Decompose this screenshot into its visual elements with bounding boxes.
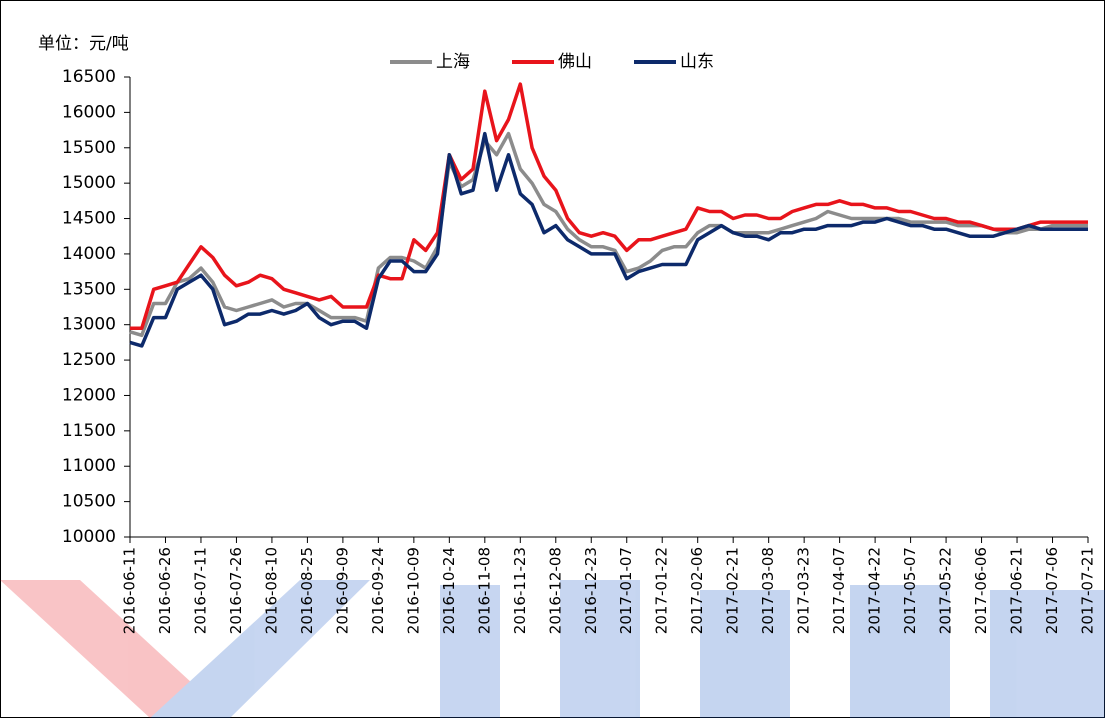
y-tick-label: 11500 — [62, 421, 116, 441]
x-tick-label: 2017-07-06 — [1043, 547, 1061, 634]
x-tick-label: 2017-03-08 — [759, 547, 777, 634]
x-tick-label: 2016-08-25 — [298, 547, 316, 634]
x-tick-label: 2017-06-06 — [972, 547, 990, 634]
x-tick-label: 2017-02-21 — [724, 547, 742, 634]
y-tick-label: 10000 — [62, 527, 116, 547]
x-tick-label: 2016-12-08 — [546, 547, 564, 634]
y-tick-label: 12000 — [62, 385, 116, 405]
x-tick-label: 2017-02-06 — [688, 547, 706, 634]
y-tick-label: 15000 — [62, 173, 116, 193]
y-tick-label: 14500 — [62, 209, 116, 229]
y-tick-label: 16000 — [62, 102, 116, 122]
y-tick-label: 10500 — [62, 492, 116, 512]
y-tick-label: 13500 — [62, 279, 116, 299]
watermark — [0, 580, 1105, 718]
x-tick-label: 2016-11-08 — [475, 547, 493, 634]
x-tick-label: 2017-04-22 — [866, 547, 884, 634]
x-tick-label: 2016-11-23 — [511, 547, 529, 634]
x-tick-label: 2017-03-23 — [795, 547, 813, 634]
y-tick-label: 16500 — [62, 67, 116, 87]
x-tick-label: 2017-05-22 — [937, 547, 955, 634]
series-line — [129, 131, 1088, 338]
x-tick-label: 2017-01-22 — [653, 547, 671, 634]
x-tick-label: 2017-05-07 — [901, 547, 919, 634]
y-tick-label: 14000 — [62, 244, 116, 264]
x-tick-label: 2016-08-10 — [262, 547, 280, 634]
y-tick-label: 11000 — [62, 456, 116, 476]
x-tick-label: 2016-06-26 — [156, 547, 174, 634]
y-tick-label: 15500 — [62, 138, 116, 158]
x-tick-label: 2017-06-21 — [1008, 547, 1026, 634]
y-axis-label: 单位：元/吨 — [38, 34, 129, 54]
x-tick-label: 2016-09-09 — [333, 547, 351, 634]
y-tick-label: 13000 — [62, 315, 116, 335]
x-tick-label: 2016-12-23 — [582, 547, 600, 634]
y-tick-label: 12500 — [62, 350, 116, 370]
x-tick-label: 2016-10-24 — [440, 547, 458, 634]
series-line — [130, 82, 1088, 330]
x-tick-label: 2017-07-21 — [1079, 547, 1097, 634]
x-tick-label: 2017-04-07 — [830, 547, 848, 634]
legend-label: 上海 — [436, 52, 470, 72]
x-tick-label: 2017-01-07 — [617, 547, 635, 634]
x-tick-label: 2016-07-11 — [191, 547, 209, 634]
legend-label: 佛山 — [558, 52, 592, 72]
x-tick-label: 2016-10-09 — [404, 547, 422, 634]
x-tick-label: 2016-06-11 — [121, 547, 139, 634]
legend-label: 山东 — [680, 52, 714, 72]
x-tick-label: 2016-09-24 — [369, 547, 387, 634]
series-line — [129, 131, 1088, 348]
x-tick-label: 2016-07-26 — [227, 547, 245, 634]
